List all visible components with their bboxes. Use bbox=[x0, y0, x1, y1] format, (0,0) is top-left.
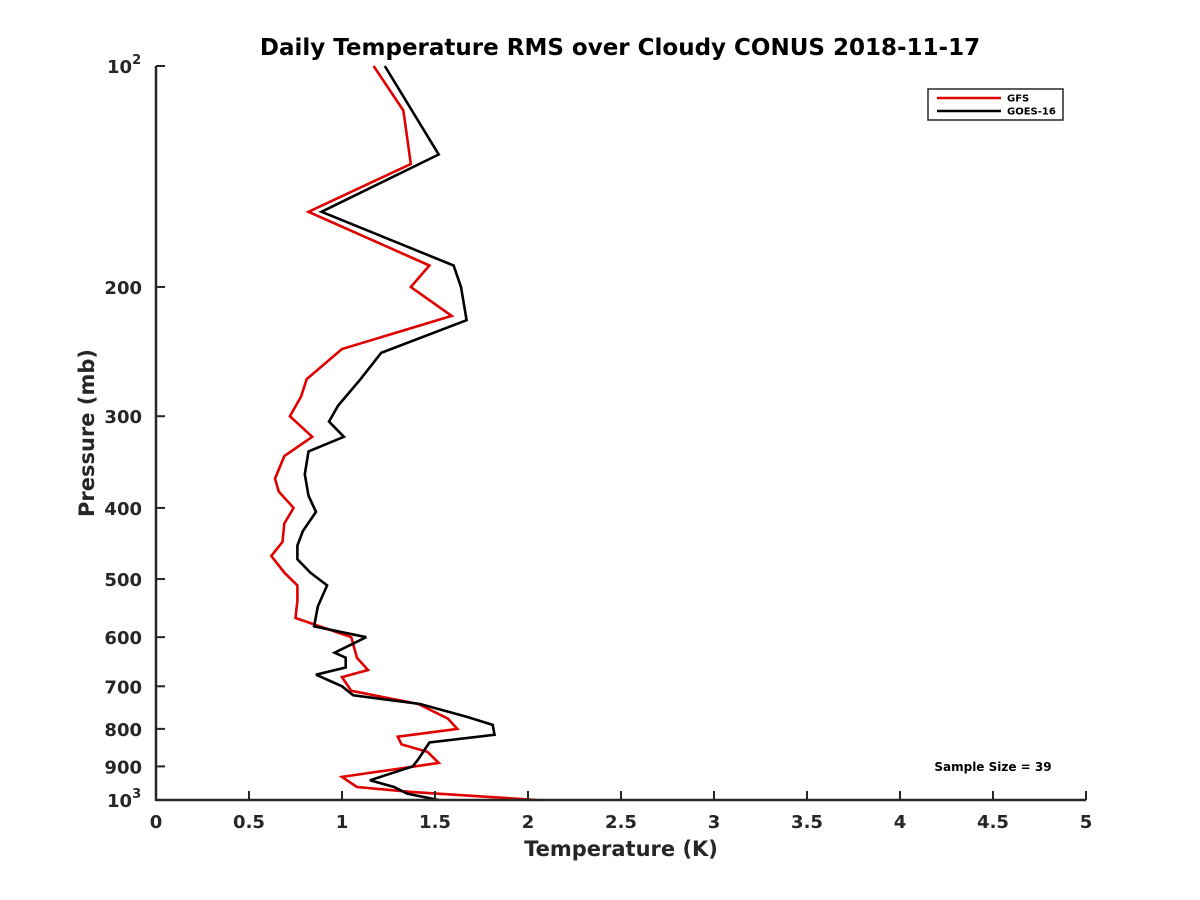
legend: GFS GOES-16 bbox=[927, 88, 1064, 121]
plot-area: 0 0.5 1 1.5 2 2.5 3 3.5 4 4.5 5 102200300400500600… bbox=[104, 53, 1092, 833]
y-tick-label: 102 bbox=[107, 53, 141, 78]
y-tick-exponent: 2 bbox=[132, 53, 141, 68]
legend-label: GFS bbox=[1007, 94, 1029, 105]
x-tick-label: 4 bbox=[894, 812, 907, 833]
y-tick-base: 10 bbox=[107, 791, 132, 812]
y-tick-label: 200 bbox=[104, 278, 142, 299]
y-tick-label: 300 bbox=[104, 407, 142, 428]
y-tick-label: 800 bbox=[104, 720, 142, 741]
x-tick-label: 2 bbox=[522, 812, 535, 833]
series-line-goes-16 bbox=[296, 65, 497, 802]
series-layer bbox=[269, 65, 538, 802]
x-tick-label: 1.5 bbox=[419, 812, 451, 833]
x-tick-label: 1 bbox=[336, 812, 349, 833]
x-tick-label: 0.5 bbox=[233, 812, 265, 833]
y-tick-base: 10 bbox=[107, 57, 132, 78]
x-axis-label: Temperature (K) bbox=[524, 837, 718, 861]
legend-entries: GFS GOES-16 bbox=[937, 94, 1056, 118]
series-line-gfs bbox=[269, 65, 538, 802]
y-tick-label: 103 bbox=[107, 787, 141, 812]
x-tick-label: 0 bbox=[150, 812, 163, 833]
legend-label: GOES-16 bbox=[1007, 107, 1056, 118]
y-tick-label: 500 bbox=[104, 570, 142, 591]
legend-box bbox=[927, 88, 1064, 121]
y-tick-label: 400 bbox=[104, 499, 142, 520]
x-tick-label: 3 bbox=[708, 812, 721, 833]
x-tick-label: 3.5 bbox=[791, 812, 823, 833]
y-tick-label: 700 bbox=[104, 677, 142, 698]
sample-size-annotation: Sample Size = 39 bbox=[934, 760, 1051, 774]
x-tick-label: 2.5 bbox=[605, 812, 637, 833]
y-tick-exponent: 3 bbox=[132, 787, 141, 802]
y-tick-label: 900 bbox=[104, 757, 142, 778]
x-tick-label: 4.5 bbox=[977, 812, 1009, 833]
chart-title: Daily Temperature RMS over Cloudy CONUS … bbox=[260, 35, 980, 61]
x-tick-label: 5 bbox=[1080, 812, 1093, 833]
y-tick-label: 600 bbox=[104, 628, 142, 649]
x-axis-ticks: 0 0.5 1 1.5 2 2.5 3 3.5 4 4.5 5 bbox=[150, 791, 1093, 833]
y-axis-label: Pressure (mb) bbox=[75, 349, 99, 517]
